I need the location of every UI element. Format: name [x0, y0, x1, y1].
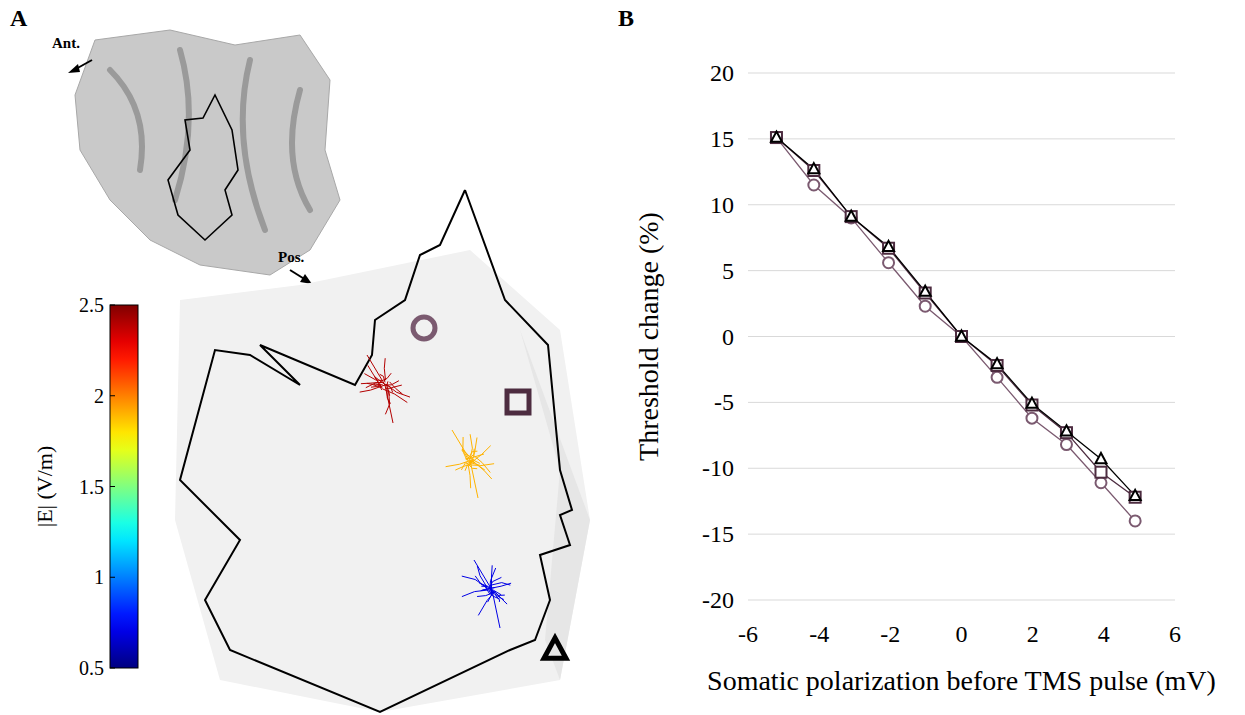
y-tick-label: 20: [710, 60, 734, 86]
series-marker: [992, 358, 1003, 368]
series-marker: [1095, 477, 1106, 488]
y-tick-label: 0: [722, 324, 734, 350]
series-marker: [1095, 453, 1106, 463]
series-marker: [771, 132, 782, 143]
y-tick-label: -15: [702, 521, 734, 547]
y-tick-label: 10: [710, 192, 734, 218]
y-tick-label: -10: [702, 455, 734, 481]
colorbar-tick-label: 2: [94, 385, 104, 407]
direction-arrow: [68, 64, 80, 73]
series-marker: [846, 211, 857, 221]
panel-b: -20-15-10-505101520-6-4-20246Somatic pol…: [633, 60, 1216, 696]
x-tick-label: 6: [1169, 621, 1181, 647]
neuron: [462, 560, 511, 628]
direction-label: Ant.: [52, 35, 80, 51]
colorbar-tick: [110, 577, 115, 578]
series-marker: [883, 241, 894, 251]
grid-line: [748, 270, 1175, 271]
brain-surface: [75, 30, 340, 275]
series-marker: [846, 211, 857, 222]
y-tick-label: 5: [722, 258, 734, 284]
colorbar-tick: [110, 305, 115, 306]
grid-line: [748, 534, 1175, 535]
colorbar-tick: [110, 668, 115, 669]
surface-patch: [520, 330, 590, 680]
colorbar-tick-label: 0.5: [79, 657, 104, 679]
direction-label: Pos.: [278, 249, 305, 265]
series-marker: [992, 372, 1003, 383]
panel-label: A: [10, 5, 28, 31]
series-marker: [883, 257, 894, 268]
x-tick-label: 0: [956, 621, 968, 647]
series-marker: [1130, 490, 1141, 500]
colorbar-tick: [110, 486, 115, 487]
series-marker: [956, 330, 967, 340]
neuron-marker: [544, 638, 566, 658]
panel-a: Ant. Pos. 0.5 1 1.5 2 2.5 |E| (V/m): [32, 30, 590, 712]
brain-fold: [110, 50, 310, 230]
y-tick-label: 15: [710, 126, 734, 152]
series-marker: [956, 331, 967, 342]
x-tick-label: 2: [1027, 621, 1039, 647]
grid-line: [748, 468, 1175, 469]
x-tick-label: 4: [1098, 621, 1110, 647]
neuron: [446, 430, 495, 498]
colorbar-title: |E| (V/m): [32, 446, 57, 528]
y-tick-label: -20: [702, 587, 734, 613]
grid-line: [748, 204, 1175, 205]
series-marker: [771, 132, 782, 142]
series-line: [776, 138, 1135, 496]
panel-label: B: [618, 5, 634, 31]
brain-inset: [75, 30, 340, 275]
colorbar-tick-label: 2.5: [79, 294, 104, 316]
series-marker: [1095, 467, 1106, 478]
region-outline: [168, 95, 238, 240]
series-marker: [1130, 515, 1141, 526]
grid-line: [748, 402, 1175, 403]
grid-line: [748, 138, 1175, 139]
x-axis-title: Somatic polarization before TMS pulse (m…: [707, 665, 1216, 696]
series-line: [776, 138, 1135, 498]
region-outline: [180, 190, 572, 712]
series-marker: [1061, 425, 1072, 435]
series-marker: [808, 179, 819, 190]
x-tick-label: -2: [880, 621, 900, 647]
series-marker: [1026, 398, 1037, 408]
y-axis-title: Threshold change (%): [633, 212, 664, 461]
series-marker: [920, 286, 931, 296]
x-tick-label: -4: [809, 621, 829, 647]
colorbar-tick: [110, 395, 115, 396]
series-marker: [1061, 439, 1072, 450]
grid-line: [748, 600, 1175, 601]
neuron: [360, 355, 410, 423]
x-tick-label: -6: [738, 621, 758, 647]
colorbar-tick-label: 1: [94, 566, 104, 588]
series-line: [776, 138, 1135, 521]
series-marker: [808, 163, 819, 173]
series-marker: [771, 132, 782, 143]
series-marker: [920, 301, 931, 312]
direction-arrow: [300, 274, 312, 284]
series-marker: [956, 331, 967, 342]
colorbar-tick-label: 1.5: [79, 476, 104, 498]
plot-area: [771, 132, 1141, 527]
y-tick-label: -5: [714, 389, 734, 415]
colorbar: [110, 305, 138, 668]
figure: ABAnt.Pos.0.511.522.5|E| (V/m)-20-15-10-…: [0, 0, 1245, 715]
series-marker: [1026, 413, 1037, 424]
neuron-marker: [413, 317, 435, 339]
neuron-marker: [507, 391, 529, 413]
grid-line: [748, 73, 1175, 74]
